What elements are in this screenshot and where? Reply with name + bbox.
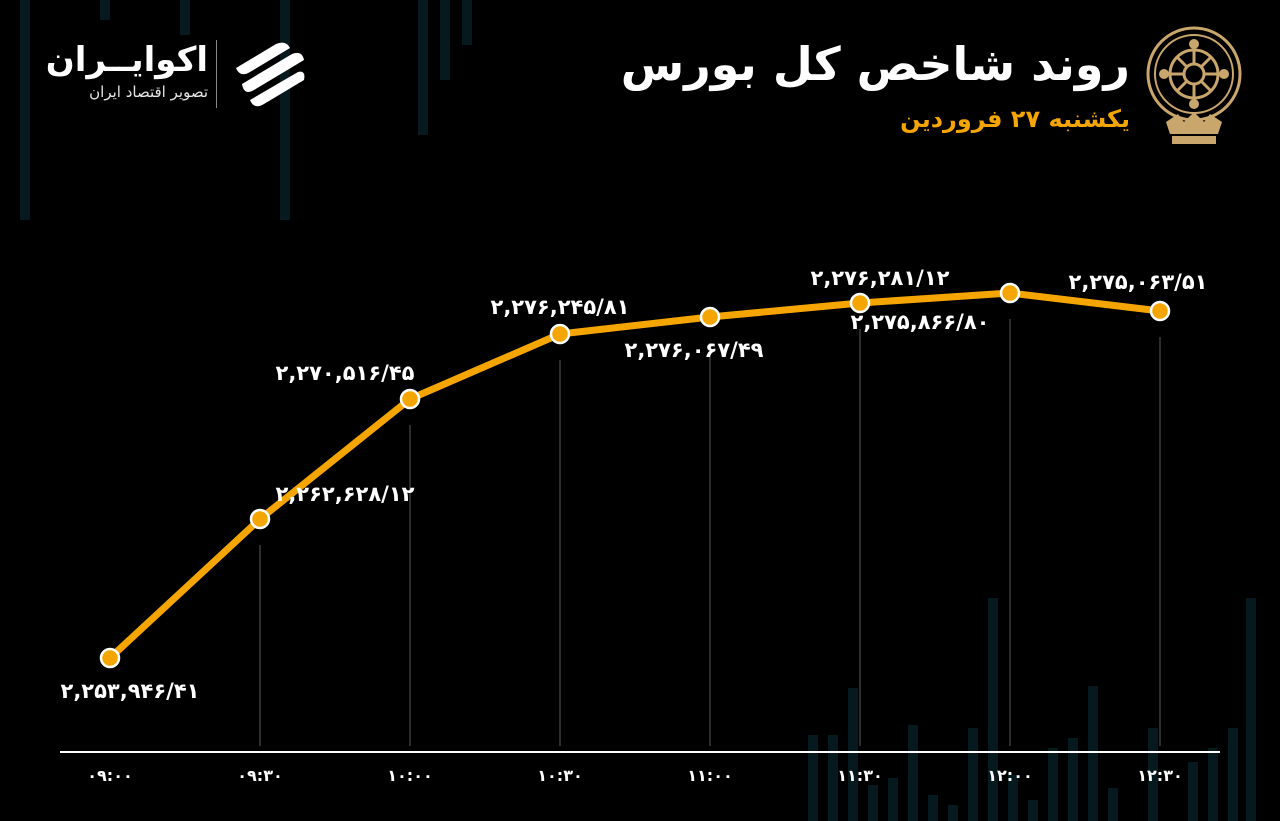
brand-divider bbox=[216, 40, 217, 108]
data-point bbox=[99, 647, 121, 669]
data-label: ۲,۲۷۶,۰۶۷/۴۹ bbox=[625, 338, 764, 362]
series-line bbox=[106, 289, 1164, 662]
data-label: ۲,۲۷۶,۲۴۵/۸۱ bbox=[491, 295, 630, 319]
drop-lines bbox=[259, 319, 1161, 746]
x-tick-label: ۱۰:۳۰ bbox=[537, 766, 582, 785]
data-label: ۲,۲۷۶,۲۸۱/۱۲ bbox=[811, 266, 950, 290]
background-candlestick-pattern bbox=[20, 0, 1256, 821]
data-label: ۲,۲۶۲,۶۲۸/۱۲ bbox=[276, 482, 415, 506]
data-label: ۲,۲۷۰,۵۱۶/۴۵ bbox=[276, 361, 415, 385]
chart-subtitle: یکشنبه ۲۷ فروردین bbox=[900, 105, 1130, 133]
data-point bbox=[999, 282, 1021, 304]
x-tick-label: ۱۰:۰۰ bbox=[387, 766, 432, 785]
data-point bbox=[549, 323, 571, 345]
x-tick-label: ۰۹:۰۰ bbox=[87, 766, 132, 785]
data-label: ۲,۲۷۵,۸۶۶/۸۰ bbox=[851, 310, 990, 334]
stock-exchange-emblem-icon bbox=[1146, 26, 1242, 144]
data-label: ۲,۲۵۳,۹۴۶/۴۱ bbox=[61, 679, 200, 703]
data-point bbox=[1149, 300, 1171, 322]
title-block: روند شاخص کل بورس یکشنبه ۲۷ فروردین bbox=[621, 34, 1130, 136]
x-tick-label: ۱۲:۳۰ bbox=[1137, 766, 1182, 785]
x-tick-label: ۱۲:۰۰ bbox=[987, 766, 1032, 785]
data-point bbox=[249, 508, 271, 530]
brand-tagline: تصویر اقتصاد ایران bbox=[89, 83, 208, 101]
x-tick-labels: ۰۹:۰۰ ۰۹:۳۰ ۱۰:۰۰ ۱۰:۳۰ ۱۱:۰۰ ۱۱:۳۰ ۱۲:۰۰ ۱۲:۳۰ bbox=[87, 766, 1182, 785]
x-tick-label: ۱۱:۳۰ bbox=[837, 766, 882, 785]
data-point bbox=[849, 292, 871, 314]
x-tick-label: ۱۱:۰۰ bbox=[687, 766, 732, 785]
brand-text: اکوایــران تصویر اقتصاد ایران bbox=[46, 38, 208, 102]
brand-block: اکوایــران تصویر اقتصاد ایران bbox=[46, 38, 313, 113]
data-label: ۲,۲۷۵,۰۶۳/۵۱ bbox=[1069, 270, 1208, 294]
data-labels: ۲,۲۵۳,۹۴۶/۴۱ ۲,۲۶۲,۶۲۸/۱۲ ۲,۲۷۰,۵۱۶/۴۵ ۲,۲۷… bbox=[61, 266, 1208, 703]
ecoiran-logo-icon bbox=[236, 42, 305, 107]
data-points bbox=[99, 282, 1171, 669]
data-point bbox=[399, 388, 421, 410]
x-tick-label: ۰۹:۳۰ bbox=[237, 766, 282, 785]
data-point bbox=[699, 306, 721, 328]
brand-name: اکوایــران bbox=[45, 40, 208, 80]
chart-title: روند شاخص کل بورس bbox=[620, 37, 1130, 91]
